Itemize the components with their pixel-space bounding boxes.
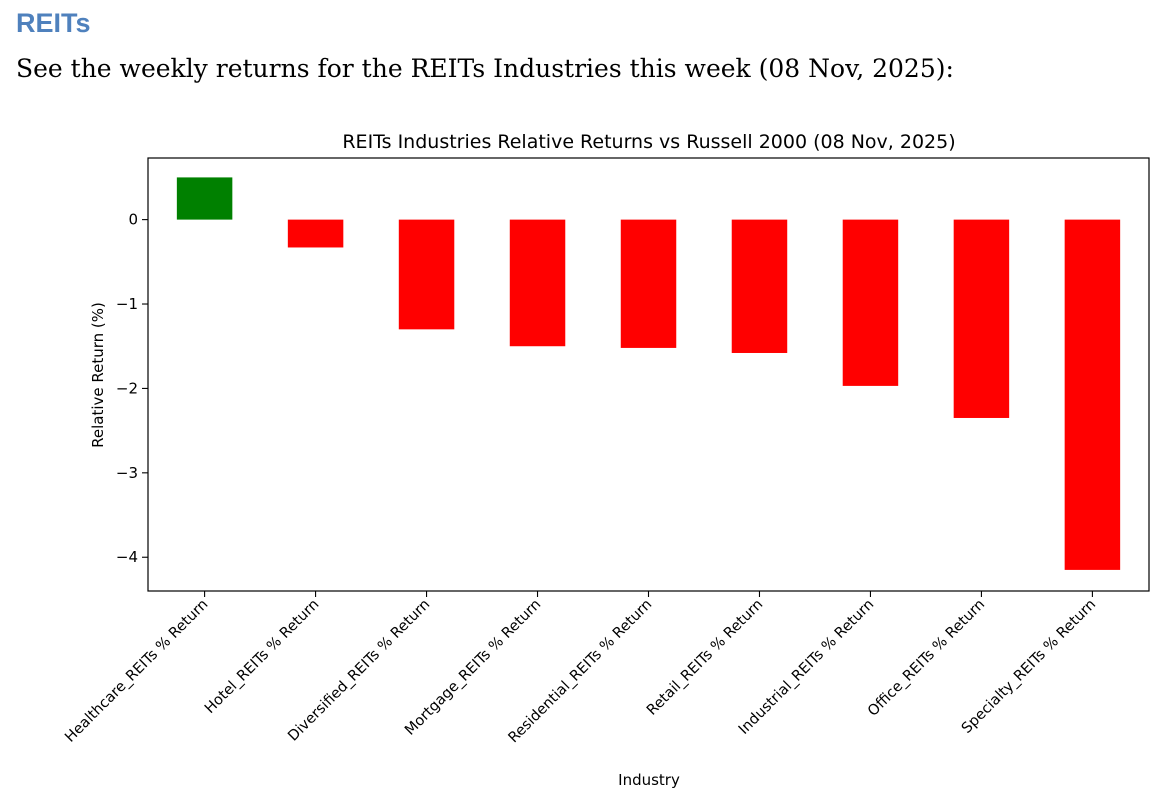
- bar: [953, 219, 1010, 418]
- bar: [842, 219, 899, 386]
- y-tick-label: −3: [116, 464, 138, 482]
- y-axis-label: Relative Return (%): [89, 302, 107, 448]
- bars-group: [176, 177, 1121, 570]
- bar: [509, 219, 566, 347]
- y-axis: 0 −1 −2 −3 −4: [116, 211, 148, 566]
- x-axis-label: Industry: [618, 771, 680, 789]
- bar: [398, 219, 455, 330]
- plot-frame: [147, 157, 1150, 592]
- bar: [1064, 219, 1121, 570]
- y-tick-label: −1: [116, 295, 138, 313]
- y-tick-label: −2: [116, 379, 138, 397]
- bar: [176, 177, 233, 220]
- x-tick-label: Specialty_REITs % Return: [959, 597, 1099, 737]
- section-heading: REITs: [16, 8, 91, 38]
- chart-title: REITs Industries Relative Returns vs Rus…: [342, 131, 955, 153]
- bar: [731, 219, 788, 353]
- bar-chart: REITs Industries Relative Returns vs Rus…: [62, 131, 1150, 789]
- bar: [620, 219, 677, 348]
- x-tick-label: Industrial_REITs % Return: [736, 597, 877, 738]
- x-tick-label: Hotel_REITs % Return: [202, 597, 322, 717]
- y-tick-label: 0: [128, 211, 138, 229]
- y-tick-label: −4: [116, 548, 138, 566]
- x-tick-label: Retail_REITs % Return: [644, 597, 766, 719]
- bar: [287, 219, 344, 248]
- x-tick-label: Healthcare_REITs % Return: [62, 597, 211, 746]
- x-tick-label: Office_REITs % Return: [865, 597, 988, 720]
- intro-text: See the weekly returns for the REITs Ind…: [16, 54, 954, 83]
